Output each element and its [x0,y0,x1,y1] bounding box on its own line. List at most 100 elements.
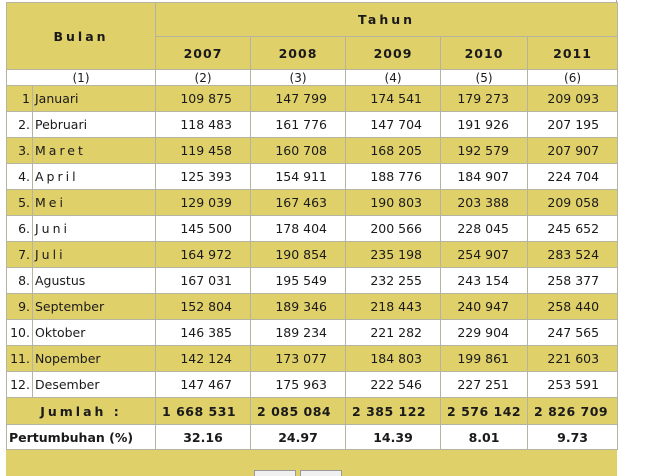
row-number: 10. [6,319,33,346]
value-cell: 129 039 [155,189,252,216]
row-number: 3. [6,137,33,164]
value-cell: 207 907 [527,137,619,164]
value-cell: 184 907 [440,163,529,190]
value-cell: 199 861 [440,345,529,372]
growth-value: 9.73 [527,424,619,450]
table-row: 6. Juni 145 500 178 404 200 566 228 045 245 65… [6,215,619,242]
total-value: 2 826 709 [527,397,619,425]
value-cell: 179 273 [440,85,529,112]
header-bulan: Bulan [5,2,157,70]
column-number: (5) [440,69,529,86]
value-cell: 221 603 [527,345,619,372]
header-year: 2009 [345,36,442,70]
value-cell: 167 031 [155,267,252,294]
header-year: 2011 [527,36,619,70]
month-name: Januari [31,85,157,112]
value-cell: 245 652 [527,215,619,242]
month-name: Oktober [31,319,157,346]
value-cell: 283 524 [527,241,619,268]
value-cell: 147 467 [155,371,252,398]
row-number: 12. [6,371,33,398]
value-cell: 178 404 [250,215,347,242]
header-year: 2007 [155,36,252,70]
value-cell: 147 704 [345,111,442,138]
table-row: 10. Oktober 146 385 189 234 221 282 229 904 24… [6,319,619,346]
scroll-tab-button[interactable] [254,470,296,476]
value-cell: 229 904 [440,319,529,346]
row-number: 2. [6,111,33,138]
value-cell: 209 093 [527,85,619,112]
row-number: 11. [6,345,33,372]
value-cell: 228 045 [440,215,529,242]
column-number: (6) [527,69,619,86]
row-number: 1 [6,85,33,112]
value-cell: 192 579 [440,137,529,164]
growth-row: Pertumbuhan (%) 32.16 24.97 14.39 8.01 9… [5,424,619,450]
value-cell: 258 440 [527,293,619,320]
value-cell: 189 346 [250,293,347,320]
growth-label: Pertumbuhan (%) [5,424,157,450]
value-cell: 195 549 [250,267,347,294]
month-name: Mei [31,189,157,216]
value-cell: 190 854 [250,241,347,268]
table-row: 11. Nopember 142 124 173 077 184 803 199 861 2… [6,345,619,372]
value-cell: 125 393 [155,163,252,190]
total-value: 2 085 084 [250,397,347,425]
row-number: 9. [6,293,33,320]
column-number: (1) [5,69,157,86]
value-cell: 164 972 [155,241,252,268]
value-cell: 218 443 [345,293,442,320]
total-value: 1 668 531 [155,397,252,425]
value-cell: 142 124 [155,345,252,372]
header-tahun: Tahun [155,2,619,37]
row-number: 6. [6,215,33,242]
total-row: Jumlah : 1 668 531 2 085 084 2 385 122 2… [5,397,619,425]
value-cell: 146 385 [155,319,252,346]
value-cell: 247 565 [527,319,619,346]
row-number: 7. [6,241,33,268]
value-cell: 258 377 [527,267,619,294]
value-cell: 175 963 [250,371,347,398]
table-row: 8. Agustus 167 031 195 549 232 255 243 154 258… [6,267,619,294]
row-number: 8. [6,267,33,294]
value-cell: 190 803 [345,189,442,216]
value-cell: 222 546 [345,371,442,398]
value-cell: 152 804 [155,293,252,320]
column-number: (3) [250,69,347,86]
value-cell: 167 463 [250,189,347,216]
value-cell: 145 500 [155,215,252,242]
value-cell: 209 058 [527,189,619,216]
value-cell: 147 799 [250,85,347,112]
value-cell: 235 198 [345,241,442,268]
month-name: Desember [31,371,157,398]
value-cell: 232 255 [345,267,442,294]
value-cell: 168 205 [345,137,442,164]
value-cell: 254 907 [440,241,529,268]
value-cell: 161 776 [250,111,347,138]
row-number: 5. [6,189,33,216]
growth-value: 32.16 [155,424,252,450]
value-cell: 221 282 [345,319,442,346]
month-name: Agustus [31,267,157,294]
value-cell: 189 234 [250,319,347,346]
value-cell: 200 566 [345,215,442,242]
value-cell: 224 704 [527,163,619,190]
column-number: (2) [155,69,252,86]
scroll-tab-button[interactable] [300,470,342,476]
value-cell: 207 195 [527,111,619,138]
table-row: 4. April 125 393 154 911 188 776 184 907 224 7… [6,163,619,190]
value-cell: 203 388 [440,189,529,216]
table-row: 3. Maret 119 458 160 708 168 205 192 579 207 9… [6,137,619,164]
value-cell: 243 154 [440,267,529,294]
value-cell: 160 708 [250,137,347,164]
value-cell: 173 077 [250,345,347,372]
value-cell: 253 591 [527,371,619,398]
month-name: Juli [31,241,157,268]
value-cell: 118 483 [155,111,252,138]
month-name: September [31,293,157,320]
value-cell: 154 911 [250,163,347,190]
table-body: 1 Januari 109 875 147 799 174 541 179 273 209 … [6,85,619,398]
month-name: Juni [31,215,157,242]
value-cell: 174 541 [345,85,442,112]
data-table: Bulan Tahun 2007 2008 2009 2010 2011 (1)… [5,2,619,450]
